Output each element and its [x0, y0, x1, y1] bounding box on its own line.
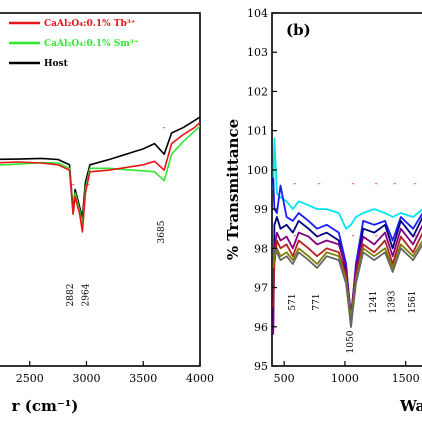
y-tick-label: 103: [247, 46, 268, 59]
plot-area: [272, 137, 422, 335]
peak-label: 1241: [369, 291, 379, 314]
y-tick-label: 96: [254, 321, 268, 334]
series-line-1: [0, 125, 200, 226]
peak-label: 1561: [408, 291, 418, 314]
peak-marker: -: [413, 231, 416, 241]
x-tick-label: 3500: [129, 372, 157, 385]
peak-marker: -: [393, 179, 396, 189]
panel-a-chart: 2500 3000 3500 4000 r (cm⁻¹) CaAl₂O₄:0.1% Tb³…: [0, 12, 214, 415]
y-axis-title: % Transmittance: [224, 119, 242, 260]
y-tick-label: 95: [254, 360, 268, 373]
y-tick-label: 97: [254, 282, 268, 295]
plot-frame: [271, 12, 422, 367]
peak-marker: -: [293, 231, 296, 241]
y-tick-label: 100: [247, 164, 268, 177]
peak-label: 771: [312, 293, 322, 310]
y-tick-label: 104: [247, 7, 268, 20]
x-tick-label: 1500: [392, 372, 420, 385]
y-tick-label: 102: [247, 85, 268, 98]
peak-marker: -: [413, 179, 416, 189]
x-tick-label: 3000: [72, 372, 100, 385]
peak-label: 3685: [157, 220, 167, 243]
series-line-3: [272, 224, 422, 335]
peak-marker: -: [317, 231, 320, 241]
peak-marker: -: [375, 231, 378, 241]
peak-label: 1393: [388, 290, 398, 313]
peak-marker: -: [317, 179, 320, 189]
x-axis-title: Wa: [399, 397, 422, 415]
x-tick-label: 4000: [186, 372, 214, 385]
series-line-5: [272, 239, 422, 320]
series-line-0: [0, 116, 200, 219]
x-tick-label: 2500: [16, 372, 44, 385]
x-axis-title: r (cm⁻¹): [12, 397, 79, 415]
peak-label: 2964: [81, 283, 91, 306]
peak-marker: -: [351, 231, 354, 241]
panel-b-chart: 500 1000 1500 95 96 97 98 99 100 101 102 103 104 Wa % …: [224, 7, 422, 415]
x-tick-label: 500: [274, 372, 295, 385]
y-tick-label: 101: [247, 125, 268, 138]
legend-label: CaAl₂O₄:0.1% Tb³⁺: [44, 19, 136, 29]
peak-marker: -: [393, 231, 396, 241]
plot-area: [0, 116, 200, 233]
peak-marker: -: [163, 123, 166, 133]
y-tick-label: 98: [254, 242, 268, 255]
plot-frame: [0, 12, 201, 367]
peak-label: 571: [288, 293, 298, 310]
peak-marker: -: [293, 179, 296, 189]
legend-label: CaAl₂O₄:0.1% Sm³⁺: [44, 39, 139, 49]
peak-marker: -: [375, 179, 378, 189]
series-line-6: [272, 243, 422, 328]
series-line-2: [0, 121, 200, 233]
peak-label: 1050: [346, 330, 356, 353]
series-line-4: [272, 232, 422, 324]
y-tick-label: 99: [254, 203, 268, 216]
series-line-1: [272, 177, 422, 320]
x-tick-label: 1000: [331, 372, 359, 385]
peak-marker: -: [351, 179, 354, 189]
peak-marker: -: [87, 180, 90, 190]
peak-marker: -: [71, 180, 74, 190]
peak-label: 2882: [66, 284, 76, 307]
panel-label: (b): [286, 21, 311, 39]
legend-label: Host: [44, 59, 69, 69]
